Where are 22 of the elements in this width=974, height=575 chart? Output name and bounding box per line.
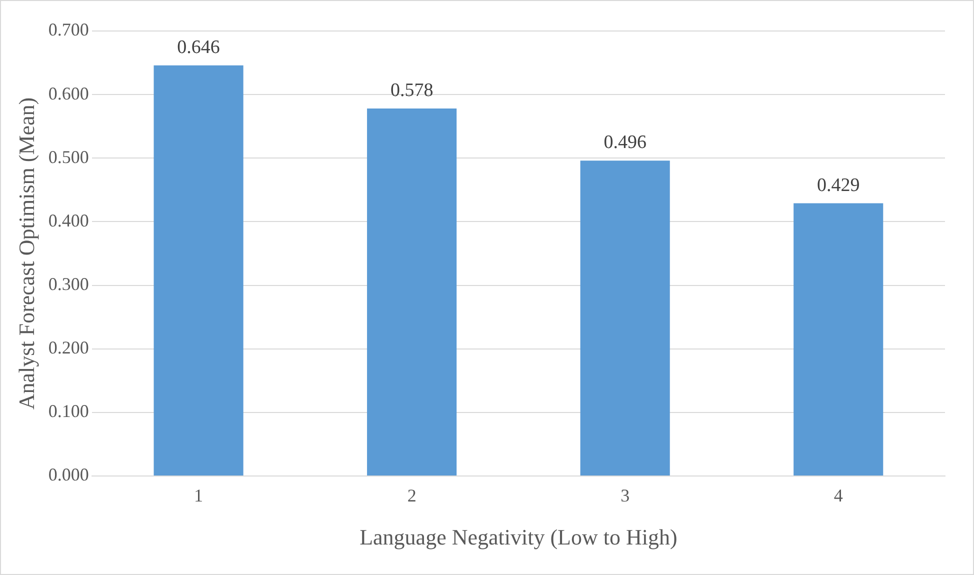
- data-label: 0.496: [604, 132, 646, 154]
- y-tick-label: 0.700: [48, 20, 89, 40]
- x-tick-label: 3: [620, 486, 630, 506]
- y-axis-title: Analyst Forecast Optimism (Mean): [14, 97, 39, 410]
- data-label: 0.646: [177, 36, 220, 58]
- y-tick-label: 0.000: [48, 464, 89, 485]
- x-tick-label: 1: [194, 486, 204, 506]
- y-tick-label: 0.300: [48, 274, 89, 294]
- x-axis-title: Language Negativity (Low to High): [360, 524, 678, 550]
- bar: [794, 203, 884, 476]
- x-tick-label: 4: [834, 486, 843, 506]
- data-label: 0.578: [390, 80, 434, 102]
- y-tick-label: 0.100: [48, 401, 89, 422]
- y-tick-label: 0.400: [48, 210, 89, 230]
- bar: [154, 65, 244, 476]
- bar: [580, 160, 670, 476]
- y-tick-label: 0.200: [48, 338, 89, 358]
- bar: [367, 108, 457, 476]
- x-tick-label: 2: [407, 486, 416, 506]
- data-label: 0.429: [816, 174, 860, 196]
- y-tick-label: 0.500: [48, 146, 89, 167]
- y-tick-label: 0.600: [48, 83, 89, 104]
